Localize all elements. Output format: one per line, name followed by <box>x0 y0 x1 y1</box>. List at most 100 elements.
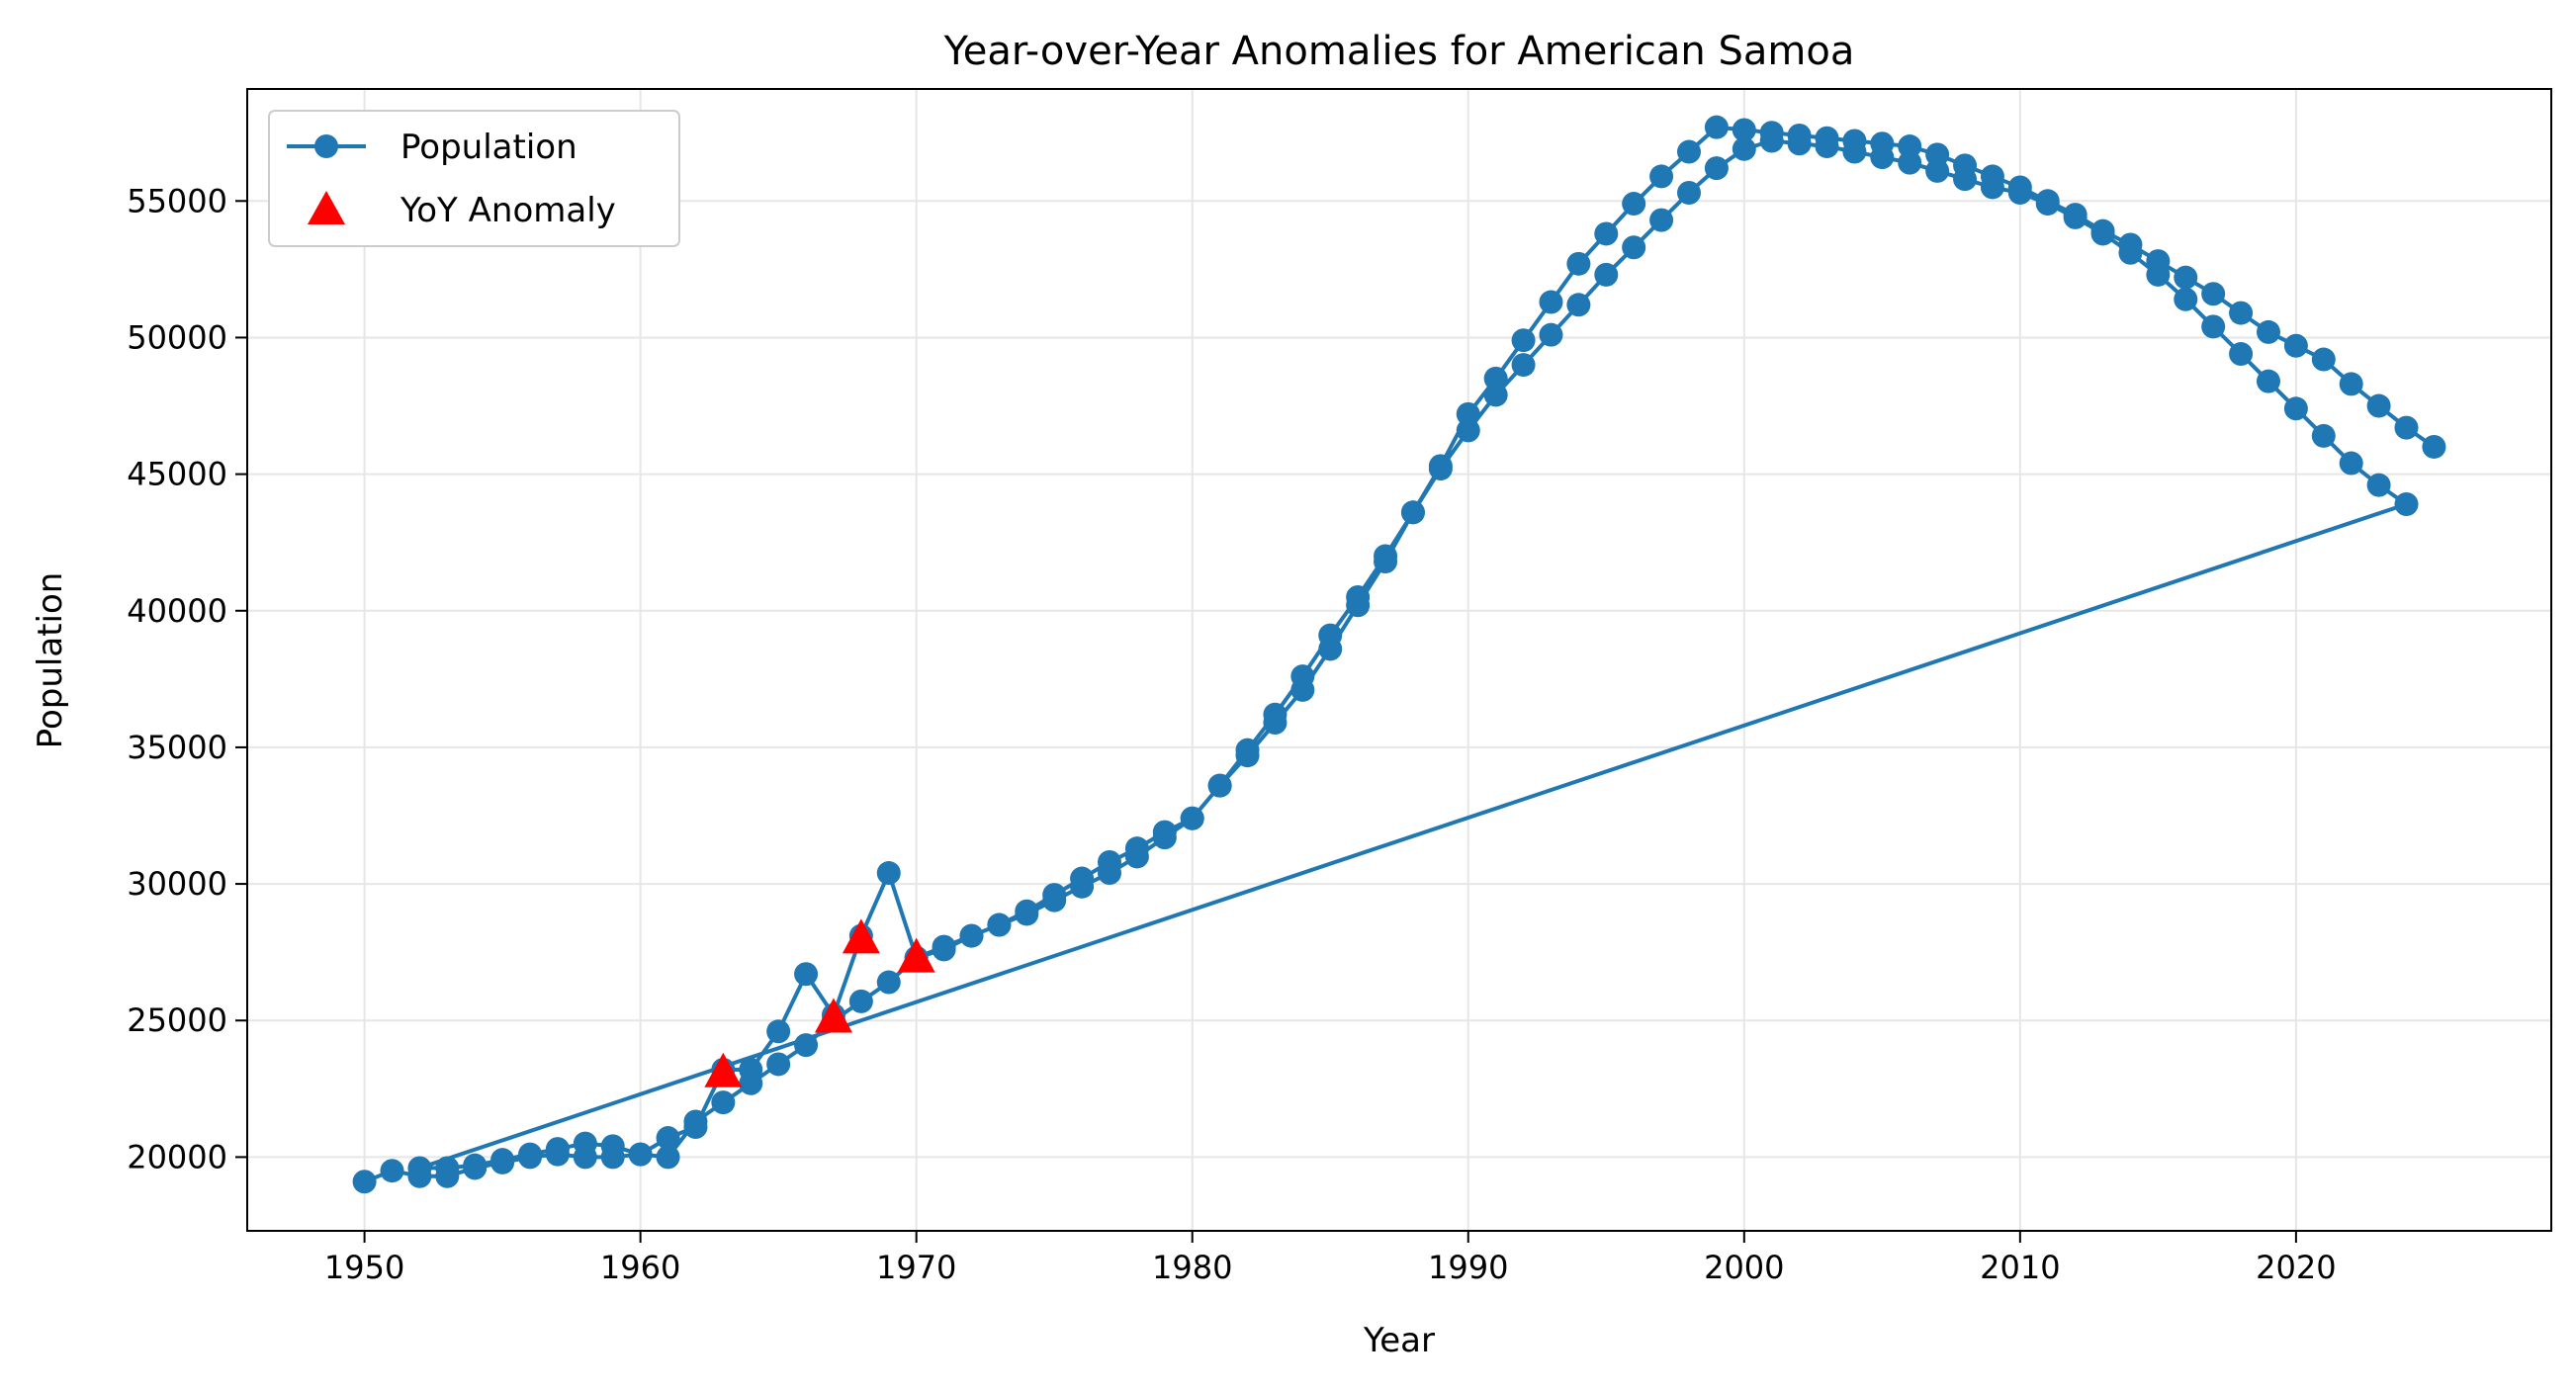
population-point <box>545 1137 570 1162</box>
population-point <box>2256 369 2280 393</box>
x-axis-title: Year <box>1363 1321 1435 1360</box>
plot-area-frame <box>246 88 2552 1232</box>
y-tick-label: 25000 <box>127 1001 227 1039</box>
legend-population-marker <box>314 134 338 158</box>
population-point <box>739 1057 763 1082</box>
population-point <box>1400 500 1425 525</box>
population-point <box>1511 353 1536 378</box>
legend: Population YoY Anomaly <box>268 110 680 247</box>
anomaly-marker <box>897 937 935 973</box>
y-tick-label: 45000 <box>127 456 227 493</box>
y-tick-label: 50000 <box>127 318 227 356</box>
x-tick-label: 1990 <box>1428 1249 1508 1286</box>
population-point <box>1483 383 1508 407</box>
x-tick-label: 1980 <box>1152 1249 1232 1286</box>
population-point <box>2394 492 2419 516</box>
x-tick-label: 2010 <box>1980 1249 2060 1286</box>
population-point <box>573 1131 597 1156</box>
chart-title: Year-over-Year Anomalies for American Sa… <box>943 29 1855 74</box>
population-point <box>2311 347 2336 372</box>
population-point <box>656 1145 680 1170</box>
population-point <box>1787 123 1812 147</box>
anomaly-marker <box>842 918 880 954</box>
x-tick-label: 1950 <box>324 1249 404 1286</box>
population-point <box>2174 265 2198 290</box>
population-point <box>628 1142 653 1167</box>
population-point <box>2256 319 2280 344</box>
anomaly-marker <box>814 998 852 1033</box>
y-tick-label: 55000 <box>127 182 227 219</box>
population-point <box>1925 158 1950 183</box>
population-point <box>1622 192 1646 217</box>
population-point <box>656 1126 680 1151</box>
population-point <box>490 1148 515 1173</box>
y-axis-title: Population <box>31 572 70 749</box>
legend-box <box>268 110 680 247</box>
population-point <box>2283 396 2308 421</box>
population-point <box>1152 820 1177 844</box>
population-point <box>1483 366 1508 391</box>
y-tick-label: 40000 <box>127 592 227 630</box>
x-tick-label: 2020 <box>2256 1249 2336 1286</box>
population-point <box>352 1170 377 1194</box>
population-point <box>1815 126 1839 150</box>
population-point <box>1980 164 2004 189</box>
population-point <box>1456 401 1480 426</box>
population-point <box>1649 208 1674 232</box>
population-point <box>1207 773 1232 798</box>
legend-anomaly-marker <box>308 191 345 224</box>
population-point <box>848 989 873 1013</box>
legend-population-label: Population <box>400 128 577 167</box>
y-tick-label: 35000 <box>127 729 227 766</box>
population-point <box>2201 282 2226 306</box>
population-point <box>1925 142 1950 167</box>
y-tick-label: 20000 <box>127 1138 227 1175</box>
population-point <box>1704 115 1729 139</box>
x-tick-label: 1970 <box>876 1249 956 1286</box>
population-point <box>380 1159 404 1183</box>
population-point <box>1676 181 1701 205</box>
y-tick-label: 30000 <box>127 865 227 903</box>
population-point <box>1346 584 1371 609</box>
population-point <box>2007 175 2032 200</box>
population-point <box>1098 849 1122 874</box>
population-point <box>1290 664 1315 689</box>
population-point <box>518 1142 543 1167</box>
population-point <box>1870 131 1895 156</box>
population-point <box>1070 866 1095 891</box>
population-point <box>1842 129 1867 153</box>
population-point <box>766 1019 791 1044</box>
population-point <box>2229 342 2254 367</box>
population-point <box>2394 415 2419 440</box>
population-point <box>2311 423 2336 448</box>
population-point <box>2339 372 2363 396</box>
population-point <box>1622 235 1646 260</box>
population-point <box>1732 118 1756 142</box>
x-tick-label: 2000 <box>1704 1249 1784 1286</box>
population-point <box>1456 418 1480 443</box>
population-point <box>1566 293 1591 317</box>
population-point <box>711 1090 736 1115</box>
population-point <box>1704 156 1729 181</box>
population-point <box>1649 164 1674 189</box>
population-point <box>794 962 819 987</box>
population-point <box>1898 134 1922 159</box>
population-point <box>1898 150 1922 175</box>
population-point <box>1594 221 1619 246</box>
population-point <box>932 937 956 962</box>
population-point <box>1428 454 1453 478</box>
population-point <box>2366 393 2391 418</box>
population-point <box>1539 322 1563 347</box>
population-point <box>876 861 901 886</box>
population-point <box>1732 136 1756 161</box>
population-point <box>1124 836 1149 861</box>
population-point <box>2146 249 2171 274</box>
population-point <box>2283 333 2308 358</box>
population-point <box>435 1156 460 1180</box>
population-point <box>1263 702 1288 727</box>
population-point <box>1511 328 1536 353</box>
population-point <box>2063 203 2087 227</box>
population-point <box>959 923 984 948</box>
population-point <box>1015 899 1039 923</box>
population-point <box>600 1134 625 1159</box>
